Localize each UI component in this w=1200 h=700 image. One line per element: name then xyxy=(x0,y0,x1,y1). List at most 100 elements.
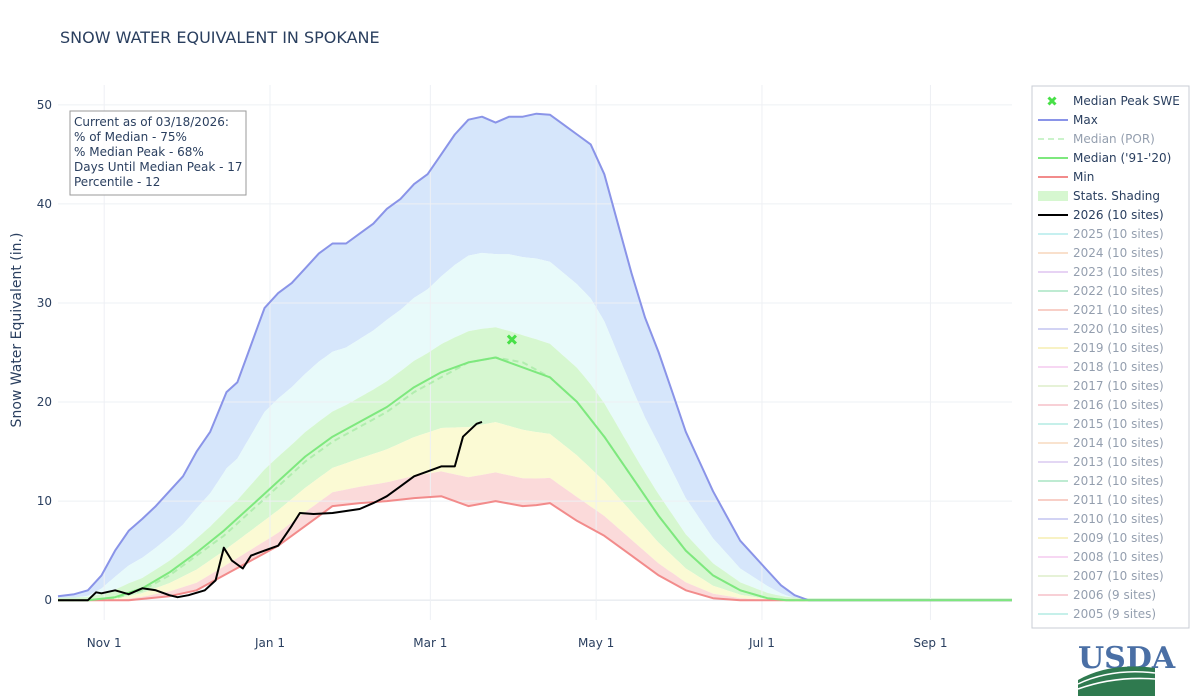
chart-title: SNOW WATER EQUIVALENT IN SPOKANE xyxy=(60,28,380,47)
legend-label: Min xyxy=(1073,170,1094,184)
plot-area xyxy=(57,85,1012,620)
legend-item[interactable]: Median (POR) xyxy=(1038,132,1155,146)
usda-logo-furrow xyxy=(1077,671,1156,685)
usda-logo: USDA xyxy=(1077,641,1176,696)
legend-item[interactable]: 2017 (10 sites) xyxy=(1038,379,1164,393)
legend-item[interactable]: 2019 (10 sites) xyxy=(1038,341,1164,355)
x-tick-label: Nov 1 xyxy=(87,636,122,650)
legend-item[interactable]: 2008 (10 sites) xyxy=(1038,550,1164,564)
band-2 xyxy=(58,327,1012,601)
series-line-median-91-20- xyxy=(58,356,1012,602)
legend-label: 2009 (10 sites) xyxy=(1073,531,1164,545)
legend[interactable]: Median Peak SWE Max Median (POR) Median ('9… xyxy=(1031,85,1190,629)
legend-label: 2007 (10 sites) xyxy=(1073,569,1164,583)
x-axis: Nov 1 Jan 1 Mar 1 May 1 Jul 1 Sep 1 xyxy=(87,636,948,650)
x-tick-label: May 1 xyxy=(578,636,614,650)
annotation-line: Percentile - 12 xyxy=(74,175,160,189)
usda-logo-field xyxy=(1078,666,1155,696)
legend-label: 2019 (10 sites) xyxy=(1073,341,1164,355)
legend-label: 2022 (10 sites) xyxy=(1073,284,1164,298)
x-tick-label: Mar 1 xyxy=(413,636,447,650)
legend-item[interactable]: 2006 (9 sites) xyxy=(1038,588,1156,602)
y-tick-label: 50 xyxy=(37,98,52,112)
legend-item[interactable]: 2026 (10 sites) xyxy=(1038,208,1164,222)
y-tick-label: 40 xyxy=(37,197,52,211)
legend-label: 2013 (10 sites) xyxy=(1073,455,1164,469)
legend-item[interactable]: 2013 (10 sites) xyxy=(1038,455,1164,469)
y-tick-label: 30 xyxy=(37,296,52,310)
legend-item[interactable]: 2005 (9 sites) xyxy=(1038,607,1156,621)
legend-label: Stats. Shading xyxy=(1073,189,1160,203)
legend-label: 2005 (9 sites) xyxy=(1073,607,1156,621)
status-annotation: Current as of 03/18/2026:% of Median - 7… xyxy=(69,110,247,196)
legend-item[interactable]: 2011 (10 sites) xyxy=(1038,493,1164,507)
legend-label: 2016 (10 sites) xyxy=(1073,398,1164,412)
legend-label: 2018 (10 sites) xyxy=(1073,360,1164,374)
median-peak-marker xyxy=(506,334,517,345)
legend-item[interactable]: 2015 (10 sites) xyxy=(1038,417,1164,431)
legend-label: Median ('91-'20) xyxy=(1073,151,1171,165)
y-tick-label: 20 xyxy=(37,395,52,409)
legend-item[interactable]: 2014 (10 sites) xyxy=(1038,436,1164,450)
legend-item[interactable]: 2023 (10 sites) xyxy=(1038,265,1164,279)
legend-label: 2026 (10 sites) xyxy=(1073,208,1164,222)
legend-label: 2021 (10 sites) xyxy=(1073,303,1164,317)
legend-item[interactable]: 2022 (10 sites) xyxy=(1038,284,1164,298)
legend-label: Median (POR) xyxy=(1073,132,1155,146)
legend-label: 2025 (10 sites) xyxy=(1073,227,1164,241)
legend-label: 2012 (10 sites) xyxy=(1073,474,1164,488)
legend-label: 2011 (10 sites) xyxy=(1073,493,1164,507)
usda-logo-furrow xyxy=(1077,677,1156,690)
legend-item[interactable]: 2016 (10 sites) xyxy=(1038,398,1164,412)
legend-label: 2020 (10 sites) xyxy=(1073,322,1164,336)
series-lines xyxy=(57,112,1012,602)
series-line-min xyxy=(58,495,1012,602)
annotation-box xyxy=(69,110,247,196)
legend-item[interactable]: Min xyxy=(1038,170,1094,184)
legend-label: 2015 (10 sites) xyxy=(1073,417,1164,431)
legend-label: Max xyxy=(1073,113,1098,127)
legend-label: 2014 (10 sites) xyxy=(1073,436,1164,450)
band-0 xyxy=(58,113,1012,601)
markers xyxy=(506,334,517,345)
legend-item[interactable]: 2025 (10 sites) xyxy=(1038,227,1164,241)
y-axis: 0 10 20 30 40 50 xyxy=(37,98,52,607)
series-line-2026-10-sites- xyxy=(58,420,483,602)
legend-label: 2017 (10 sites) xyxy=(1073,379,1164,393)
legend-item[interactable]: Stats. Shading xyxy=(1038,189,1160,203)
annotation-line: Current as of 03/18/2026: xyxy=(74,115,229,129)
band-1 xyxy=(58,252,1012,601)
legend-item[interactable]: 2009 (10 sites) xyxy=(1038,531,1164,545)
series-line-max xyxy=(57,112,1012,602)
annotation-line: Days Until Median Peak - 17 xyxy=(74,160,243,174)
legend-item[interactable]: Median ('91-'20) xyxy=(1038,151,1171,165)
legend-label: Median Peak SWE xyxy=(1073,94,1180,108)
legend-item[interactable]: 2007 (10 sites) xyxy=(1038,569,1164,583)
legend-item[interactable]: 2024 (10 sites) xyxy=(1038,246,1164,260)
legend-label: 2008 (10 sites) xyxy=(1073,550,1164,564)
legend-label: 2024 (10 sites) xyxy=(1073,246,1164,260)
annotation-line: % Median Peak - 68% xyxy=(74,145,204,159)
y-tick-label: 10 xyxy=(37,494,52,508)
legend-item[interactable]: 2020 (10 sites) xyxy=(1038,322,1164,336)
legend-item[interactable]: 2010 (10 sites) xyxy=(1038,512,1164,526)
legend-item[interactable]: 2021 (10 sites) xyxy=(1038,303,1164,317)
y-tick-label: 0 xyxy=(44,593,52,607)
x-tick-label: Jul 1 xyxy=(748,636,775,650)
percentile-bands xyxy=(58,113,1012,601)
legend-item[interactable]: 2018 (10 sites) xyxy=(1038,360,1164,374)
band-3 xyxy=(58,422,1012,601)
annotation-line: % of Median - 75% xyxy=(74,130,187,144)
legend-item[interactable]: 2012 (10 sites) xyxy=(1038,474,1164,488)
legend-item[interactable]: Max xyxy=(1038,113,1098,127)
y-axis-title: Snow Water Equivalent (in.) xyxy=(9,233,25,428)
legend-item[interactable]: Median Peak SWE xyxy=(1047,94,1180,108)
legend-label: 2023 (10 sites) xyxy=(1073,265,1164,279)
x-tick-label: Sep 1 xyxy=(913,636,947,650)
x-tick-label: Jan 1 xyxy=(254,636,285,650)
legend-box xyxy=(1031,85,1190,629)
legend-label: 2006 (9 sites) xyxy=(1073,588,1156,602)
band-4 xyxy=(58,471,1012,601)
legend-label: 2010 (10 sites) xyxy=(1073,512,1164,526)
